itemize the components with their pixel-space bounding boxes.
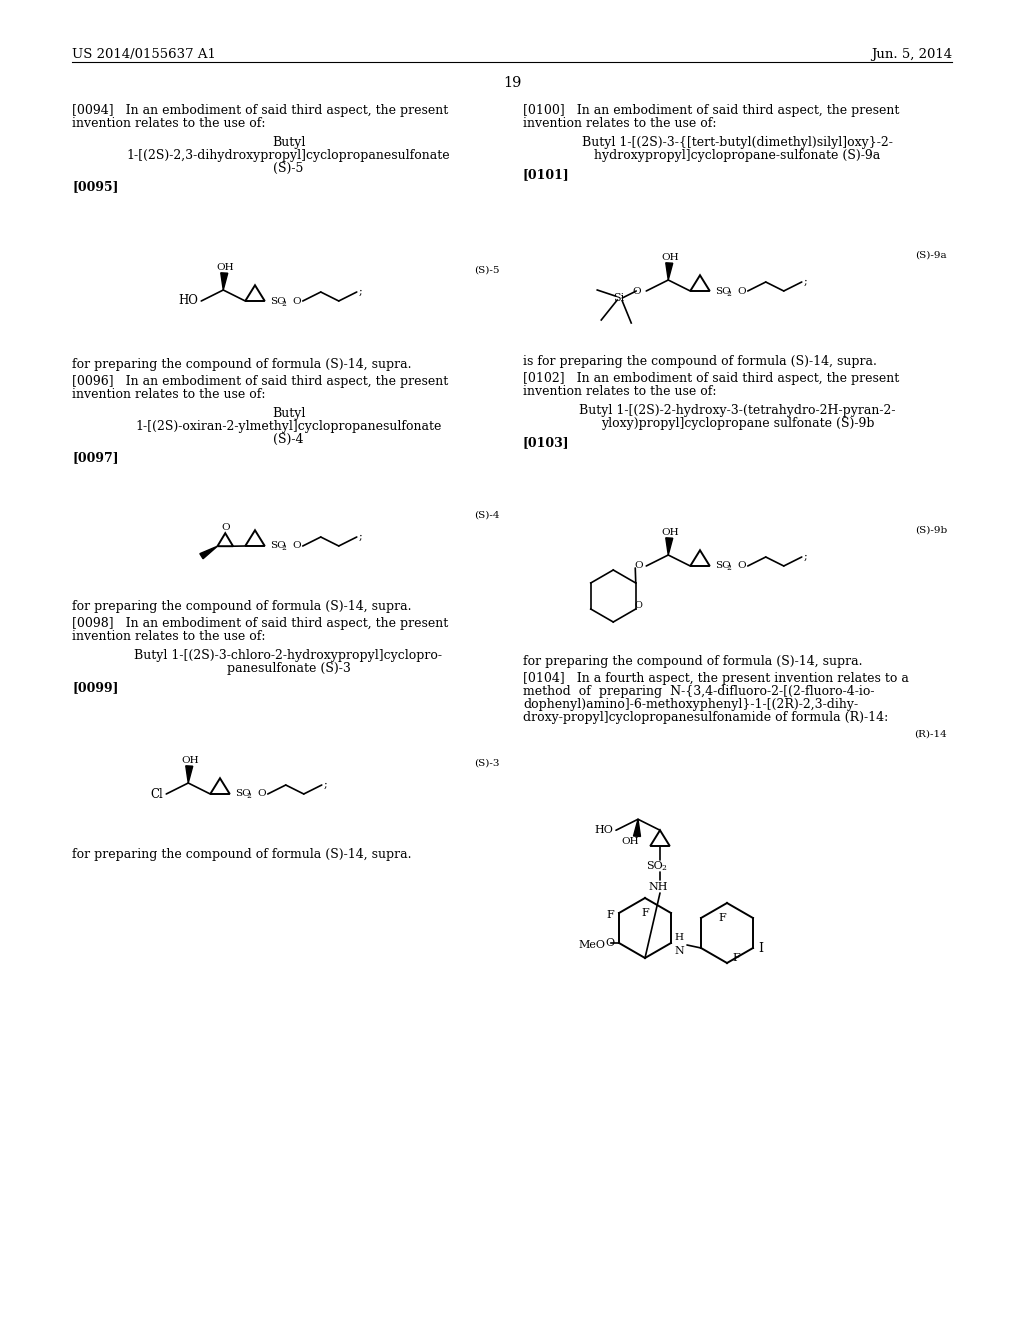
Text: invention relates to the use of:: invention relates to the use of:	[72, 630, 265, 643]
Text: hydroxypropyl]cyclopropane-sulfonate (S)-9a: hydroxypropyl]cyclopropane-sulfonate (S)…	[594, 149, 881, 162]
Text: N: N	[674, 946, 684, 956]
Text: HO: HO	[178, 294, 199, 308]
Text: F: F	[606, 909, 614, 920]
Text: O: O	[737, 561, 746, 570]
Text: I: I	[758, 941, 763, 954]
Text: [0096]   In an embodiment of said third aspect, the present: [0096] In an embodiment of said third as…	[72, 375, 449, 388]
Text: for preparing the compound of formula (S)-14, supra.: for preparing the compound of formula (S…	[72, 358, 412, 371]
Text: 1-[(2S)-oxiran-2-ylmethyl]cyclopropanesulfonate: 1-[(2S)-oxiran-2-ylmethyl]cyclopropanesu…	[135, 420, 441, 433]
Text: O: O	[258, 789, 266, 799]
Polygon shape	[666, 263, 673, 280]
Text: OH: OH	[181, 756, 199, 766]
Text: [0095]: [0095]	[72, 180, 119, 193]
Text: NH: NH	[648, 882, 668, 892]
Text: method  of  preparing  N-{3,4-difluoro-2-[(2-fluoro-4-io-: method of preparing N-{3,4-difluoro-2-[(…	[523, 685, 874, 698]
Text: (R)-14: (R)-14	[914, 730, 947, 739]
Text: Butyl: Butyl	[271, 136, 305, 149]
Text: (S)-4: (S)-4	[474, 511, 500, 520]
Text: SO: SO	[646, 861, 663, 871]
Text: [0094]   In an embodiment of said third aspect, the present: [0094] In an embodiment of said third as…	[72, 104, 449, 117]
Polygon shape	[666, 537, 673, 554]
Text: is for preparing the compound of formula (S)-14, supra.: is for preparing the compound of formula…	[523, 355, 877, 368]
Polygon shape	[221, 273, 227, 290]
Text: 1-[(2S)-2,3-dihydroxypropyl]cyclopropanesulfonate: 1-[(2S)-2,3-dihydroxypropyl]cyclopropane…	[127, 149, 451, 162]
Text: panesulfonate (S)-3: panesulfonate (S)-3	[226, 663, 350, 675]
Text: SO: SO	[715, 286, 730, 296]
Text: ;: ;	[324, 780, 328, 789]
Text: Si: Si	[613, 293, 625, 304]
Text: 2: 2	[282, 544, 287, 553]
Text: (S)-9b: (S)-9b	[914, 525, 947, 535]
Text: [0103]: [0103]	[523, 436, 569, 449]
Text: (S)-4: (S)-4	[273, 433, 304, 446]
Text: OH: OH	[662, 528, 679, 537]
Text: F: F	[641, 908, 649, 917]
Text: SO: SO	[269, 541, 286, 550]
Text: yloxy)propyl]cyclopropane sulfonate (S)-9b: yloxy)propyl]cyclopropane sulfonate (S)-…	[601, 417, 874, 430]
Text: droxy-propyl]cyclopropanesulfonamide of formula (R)-14:: droxy-propyl]cyclopropanesulfonamide of …	[523, 711, 888, 723]
Text: 2: 2	[247, 792, 252, 800]
Text: [0102]   In an embodiment of said third aspect, the present: [0102] In an embodiment of said third as…	[523, 372, 899, 385]
Text: O: O	[221, 523, 229, 532]
Text: Butyl 1-[(2S)-3-chloro-2-hydroxypropyl]cyclopro-: Butyl 1-[(2S)-3-chloro-2-hydroxypropyl]c…	[134, 649, 442, 663]
Text: [0100]   In an embodiment of said third aspect, the present: [0100] In an embodiment of said third as…	[523, 104, 899, 117]
Text: 19: 19	[503, 77, 521, 90]
Text: OH: OH	[216, 263, 234, 272]
Text: ;: ;	[804, 277, 808, 286]
Text: Butyl: Butyl	[271, 407, 305, 420]
Text: invention relates to the use of:: invention relates to the use of:	[523, 385, 717, 399]
Text: 2: 2	[727, 565, 731, 573]
Text: 2: 2	[727, 289, 731, 297]
Text: invention relates to the use of:: invention relates to the use of:	[523, 117, 717, 129]
Text: ;: ;	[358, 532, 362, 543]
Text: O: O	[635, 602, 643, 610]
Text: 2: 2	[662, 865, 666, 873]
Text: [0098]   In an embodiment of said third aspect, the present: [0098] In an embodiment of said third as…	[72, 616, 449, 630]
Text: (S)-5: (S)-5	[474, 265, 500, 275]
Text: for preparing the compound of formula (S)-14, supra.: for preparing the compound of formula (S…	[72, 601, 412, 612]
Text: (S)-9a: (S)-9a	[915, 251, 947, 260]
Text: OH: OH	[662, 253, 679, 261]
Text: [0097]: [0097]	[72, 451, 119, 465]
Text: Butyl 1-[(2S)-2-hydroxy-3-(tetrahydro-2H-pyran-2-: Butyl 1-[(2S)-2-hydroxy-3-(tetrahydro-2H…	[580, 404, 896, 417]
Text: Jun. 5, 2014: Jun. 5, 2014	[870, 48, 952, 61]
Text: H: H	[674, 933, 683, 942]
Text: OH: OH	[622, 837, 639, 846]
Text: F: F	[732, 953, 739, 964]
Text: MeO: MeO	[578, 940, 605, 950]
Text: invention relates to the use of:: invention relates to the use of:	[72, 388, 265, 401]
Text: 2: 2	[282, 300, 287, 308]
Text: [0099]: [0099]	[72, 681, 119, 694]
Text: O: O	[605, 939, 614, 948]
Text: O: O	[737, 286, 746, 296]
Text: ;: ;	[804, 552, 808, 562]
Text: F: F	[718, 913, 726, 923]
Text: dophenyl)amino]-6-methoxyphenyl}-1-[(2R)-2,3-dihy-: dophenyl)amino]-6-methoxyphenyl}-1-[(2R)…	[523, 698, 858, 711]
Polygon shape	[634, 820, 640, 837]
Text: [0104]   In a fourth aspect, the present invention relates to a: [0104] In a fourth aspect, the present i…	[523, 672, 909, 685]
Text: Cl: Cl	[151, 788, 163, 800]
Text: invention relates to the use of:: invention relates to the use of:	[72, 117, 265, 129]
Text: SO: SO	[715, 561, 730, 570]
Text: SO: SO	[234, 789, 251, 799]
Text: O: O	[635, 561, 643, 570]
Text: O: O	[293, 297, 301, 305]
Text: O: O	[633, 286, 641, 296]
Text: [0101]: [0101]	[523, 168, 569, 181]
Text: ;: ;	[358, 286, 362, 297]
Text: O: O	[293, 541, 301, 550]
Text: SO: SO	[269, 297, 286, 305]
Text: (S)-5: (S)-5	[273, 162, 304, 176]
Text: HO: HO	[594, 825, 613, 836]
Text: Butyl 1-[(2S)-3-{[tert-butyl(dimethyl)silyl]oxy}-2-: Butyl 1-[(2S)-3-{[tert-butyl(dimethyl)si…	[582, 136, 893, 149]
Text: for preparing the compound of formula (S)-14, supra.: for preparing the compound of formula (S…	[523, 655, 862, 668]
Polygon shape	[185, 766, 193, 783]
Text: US 2014/0155637 A1: US 2014/0155637 A1	[72, 48, 216, 61]
Text: for preparing the compound of formula (S)-14, supra.: for preparing the compound of formula (S…	[72, 847, 412, 861]
Polygon shape	[200, 546, 217, 558]
Text: (S)-3: (S)-3	[474, 759, 500, 767]
